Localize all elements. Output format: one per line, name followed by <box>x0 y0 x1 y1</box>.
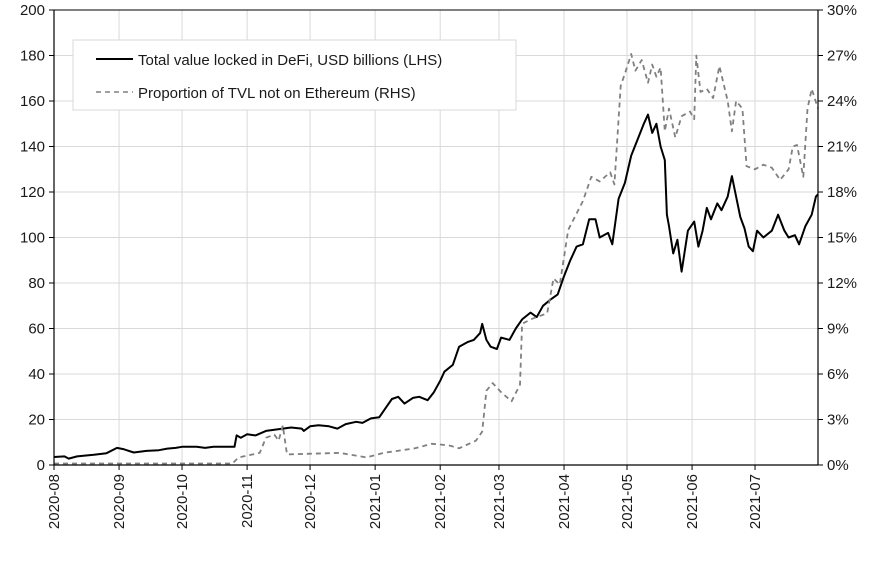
series-line-proportion-non-ethereum <box>54 53 819 465</box>
legend-label-proportion: Proportion of TVL not on Ethereum (RHS) <box>138 85 416 102</box>
y-tick-label-left: 80 <box>28 275 45 292</box>
y-tick-label-left: 20 <box>28 412 45 429</box>
y-tick-label-left: 180 <box>20 48 45 65</box>
x-tick-label: 2021-05 <box>619 474 636 529</box>
y-tick-label-right: 6% <box>827 366 849 383</box>
x-tick-label: 2021-04 <box>556 474 573 529</box>
legend-box <box>72 39 517 111</box>
x-tick-label: 2021-06 <box>684 474 701 529</box>
y-tick-label-right: 12% <box>827 275 857 292</box>
y-tick-label-right: 9% <box>827 321 849 338</box>
y-tick-label-right: 24% <box>827 93 857 110</box>
x-tick-label: 2020-08 <box>46 474 63 529</box>
y-tick-label-right: 21% <box>827 139 857 156</box>
y-tick-label-right: 0% <box>827 457 849 474</box>
legend-label-tvl: Total value locked in DeFi, USD billions… <box>138 52 442 69</box>
axes: 0 0% 20 3% 40 6% 60 9% 80 12% 100 15% 120 18% 140 21% 16… <box>20 2 857 529</box>
x-tick-label: 2020-11 <box>239 474 256 528</box>
legend: Total value locked in DeFi, USD billions… <box>72 39 517 111</box>
y-tick-label-left: 160 <box>20 93 45 110</box>
x-tick-label: 2021-02 <box>432 474 449 529</box>
y-tick-label-right: 18% <box>827 184 857 201</box>
x-tick-label: 2021-03 <box>491 474 508 529</box>
series-line-tvl <box>53 113 819 460</box>
y-tick-label-right: 3% <box>827 412 849 429</box>
y-tick-label-left: 100 <box>20 230 45 247</box>
y-tick-label-left: 120 <box>20 184 45 201</box>
y-tick-label-right: 30% <box>827 2 857 19</box>
y-tick-label-left: 60 <box>28 321 45 338</box>
x-tick-label: 2020-09 <box>111 474 128 529</box>
y-tick-label-right: 15% <box>827 230 857 247</box>
x-tick-label: 2020-10 <box>174 474 191 529</box>
y-tick-label-left: 140 <box>20 139 45 156</box>
y-tick-label-right: 27% <box>827 48 857 65</box>
series-layer <box>53 53 819 465</box>
y-tick-label-left: 200 <box>20 2 45 19</box>
x-tick-label: 2021-01 <box>367 474 384 529</box>
y-tick-label-left: 40 <box>28 366 45 383</box>
y-tick-label-left: 0 <box>37 457 45 474</box>
x-tick-label: 2021-07 <box>747 474 764 529</box>
x-tick-label: 2020-12 <box>302 474 319 529</box>
